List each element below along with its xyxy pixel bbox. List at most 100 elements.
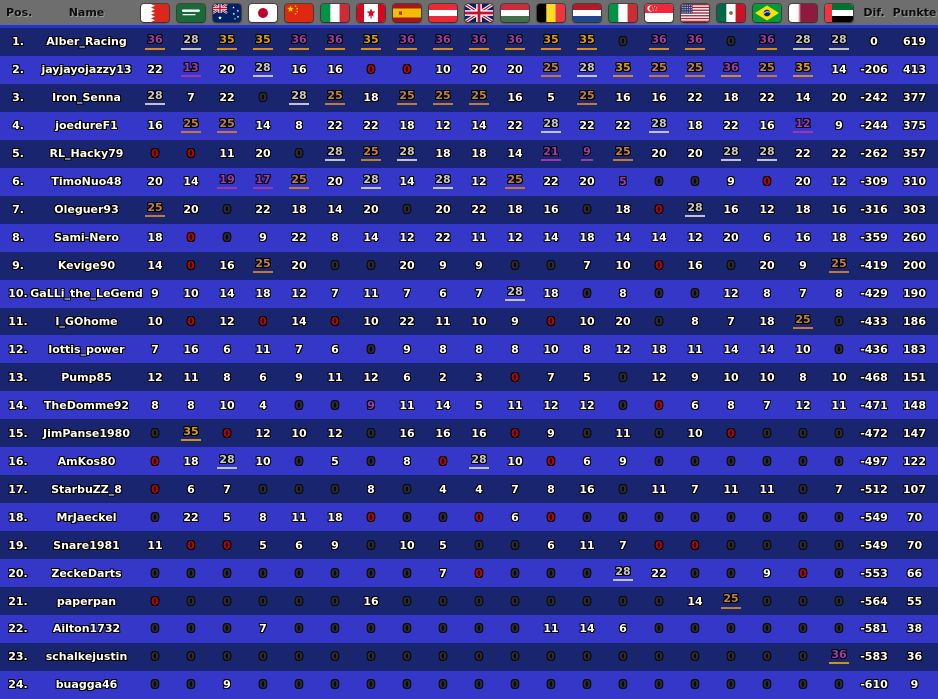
cell-race-points: 20 bbox=[651, 147, 667, 161]
cell-race-points: 16 bbox=[759, 119, 775, 133]
cell-race-points: 7 bbox=[691, 482, 699, 496]
cell-race-points: 14 bbox=[651, 231, 667, 245]
cell-race-points: 0 bbox=[187, 259, 195, 273]
cell-race-points: 0 bbox=[475, 650, 483, 664]
cell-race-points: 0 bbox=[655, 510, 663, 524]
cell-race-points: 25 bbox=[425, 90, 461, 106]
cell-punkte: 260 bbox=[903, 231, 926, 245]
cell-pos: 20. bbox=[8, 566, 28, 580]
cell-punkte: 148 bbox=[903, 398, 926, 412]
cell-punkte: 186 bbox=[903, 315, 926, 328]
race-column-header bbox=[425, 3, 461, 22]
cell-race-points: 22 bbox=[795, 147, 811, 161]
cell-race-points: 0 bbox=[511, 566, 519, 580]
cell-race-points: 0 bbox=[619, 482, 627, 496]
cell-race-points: 10 bbox=[471, 315, 487, 328]
cell-race-points: 10 bbox=[435, 63, 451, 77]
race-column-header bbox=[641, 3, 677, 22]
cell-pos: 13. bbox=[8, 370, 28, 384]
cell-race-points: 14 bbox=[795, 91, 811, 105]
cell-race-points: 7 bbox=[403, 287, 411, 301]
flag-austria-icon bbox=[429, 3, 457, 22]
cell-race-points: 28 bbox=[713, 146, 749, 162]
cell-race-points: 22 bbox=[723, 119, 739, 133]
cell-race-points: 35 bbox=[353, 34, 389, 50]
cell-race-points: 10 bbox=[759, 370, 775, 384]
cell-race-points: 0 bbox=[511, 622, 519, 636]
cell-pos: 22. bbox=[8, 622, 28, 636]
cell-race-points: 14 bbox=[759, 342, 775, 356]
cell-race-points: 20 bbox=[471, 63, 487, 77]
cell-race-points: 28 bbox=[317, 146, 353, 162]
cell-race-points: 0 bbox=[547, 650, 555, 664]
cell-race-points: 7 bbox=[835, 482, 843, 496]
cell-player-name: TheDomme92 bbox=[43, 398, 130, 412]
cell-race-points: 8 bbox=[259, 510, 267, 524]
cell-race-points: 16 bbox=[795, 231, 811, 245]
cell-race-points: 22 bbox=[255, 203, 271, 217]
cell-punkte: 55 bbox=[906, 594, 923, 608]
cell-race-points: 25 bbox=[605, 146, 641, 162]
cell-race-points: 35 bbox=[785, 62, 821, 78]
cell-race-points: 0 bbox=[403, 650, 411, 664]
cell-race-points: 0 bbox=[295, 566, 303, 580]
cell-dif: -242 bbox=[860, 91, 888, 105]
cell-race-points: 0 bbox=[655, 315, 663, 328]
cell-race-points: 8 bbox=[763, 287, 771, 301]
cell-player-name: joedureF1 bbox=[55, 119, 118, 133]
cell-race-points: 0 bbox=[511, 538, 519, 552]
cell-race-points: 0 bbox=[835, 426, 843, 440]
cell-race-points: 0 bbox=[799, 510, 807, 524]
cell-pos: 11. bbox=[8, 315, 28, 328]
cell-race-points: 0 bbox=[223, 622, 231, 636]
cell-race-points: 22 bbox=[831, 147, 847, 161]
cell-race-points: 20 bbox=[291, 259, 307, 273]
flag-australia-icon bbox=[213, 3, 241, 22]
cell-race-points: 10 bbox=[507, 454, 523, 468]
cell-player-name: RL_Hacky79 bbox=[49, 147, 124, 161]
cell-race-points: 0 bbox=[475, 538, 483, 552]
cell-race-points: 10 bbox=[363, 315, 379, 328]
cell-race-points: 16 bbox=[219, 259, 235, 273]
cell-race-points: 0 bbox=[727, 510, 735, 524]
cell-race-points: 11 bbox=[759, 482, 775, 496]
cell-race-points: 36 bbox=[497, 34, 533, 50]
cell-race-points: 0 bbox=[331, 482, 339, 496]
cell-race-points: 0 bbox=[727, 426, 735, 440]
cell-race-points: 0 bbox=[763, 678, 771, 692]
cell-pos: 10. bbox=[8, 287, 28, 301]
flag-canada-icon bbox=[357, 3, 385, 22]
cell-punkte: 183 bbox=[903, 342, 926, 356]
cell-race-points: 0 bbox=[619, 398, 627, 412]
cell-punkte: 375 bbox=[903, 119, 926, 133]
cell-race-points: 9 bbox=[619, 454, 627, 468]
cell-race-points: 22 bbox=[291, 231, 307, 245]
cell-race-points: 0 bbox=[403, 63, 411, 77]
cell-race-points: 0 bbox=[403, 203, 411, 217]
cell-race-points: 0 bbox=[691, 622, 699, 636]
cell-race-points: 18 bbox=[291, 203, 307, 217]
cell-race-points: 16 bbox=[579, 482, 595, 496]
cell-race-points: 0 bbox=[295, 594, 303, 608]
cell-race-points: 36 bbox=[425, 34, 461, 50]
race-column-header bbox=[821, 3, 857, 22]
cell-race-points: 8 bbox=[475, 342, 483, 356]
cell-race-points: 0 bbox=[439, 510, 447, 524]
race-column-header bbox=[137, 3, 173, 22]
table-row: 5. RL_Hacky79 0 0 11 20 0 28 25 28 18 18 14 21 9 25 20 20… bbox=[0, 139, 938, 168]
cell-race-points: 0 bbox=[295, 622, 303, 636]
cell-race-points: 36 bbox=[677, 34, 713, 50]
cell-race-points: 0 bbox=[475, 566, 483, 580]
cell-race-points: 0 bbox=[583, 594, 591, 608]
column-header-pos: Pos. bbox=[6, 6, 33, 19]
cell-dif: -553 bbox=[860, 566, 888, 580]
race-column-header bbox=[749, 3, 785, 22]
cell-race-points: 20 bbox=[795, 175, 811, 189]
cell-player-name: paperpan bbox=[56, 594, 117, 608]
cell-race-points: 0 bbox=[763, 538, 771, 552]
table-row: 8. Sami-Nero 18 0 0 9 22 8 14 12 22 11 12 14 18 14 14 12 2… bbox=[0, 223, 938, 252]
cell-pos: 4. bbox=[12, 119, 24, 133]
cell-race-points: 0 bbox=[727, 259, 735, 273]
cell-race-points: 14 bbox=[255, 119, 271, 133]
